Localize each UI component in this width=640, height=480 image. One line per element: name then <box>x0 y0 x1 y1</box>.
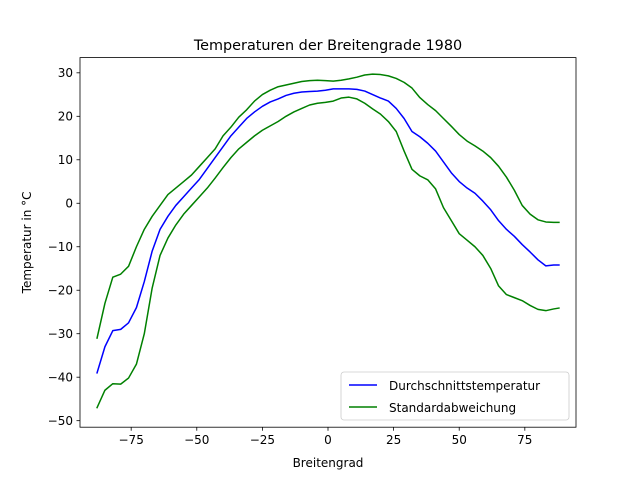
x-tick-label: −50 <box>184 433 209 447</box>
y-tick-label: −20 <box>48 284 73 298</box>
legend-box <box>340 371 570 421</box>
y-axis: 30 20 10 0 −10 −20 −30 −40 −50 <box>48 66 80 428</box>
y-tick-label: 10 <box>58 153 73 167</box>
legend-label-standardabweichung: Standardabweichung <box>389 401 516 415</box>
x-tick-label: 50 <box>452 433 467 447</box>
x-tick-label: 75 <box>517 433 532 447</box>
y-tick-label: 30 <box>58 66 73 80</box>
y-tick-label: 20 <box>58 110 73 124</box>
chart-title: Temperaturen der Breitengrade 1980 <box>193 38 462 54</box>
x-tick-label: −75 <box>119 433 144 447</box>
y-tick-label: −10 <box>48 240 73 254</box>
y-tick-label: −40 <box>48 370 73 384</box>
series-line-lower-standardabweichung <box>96 96 560 409</box>
series-line-upper-standardabweichung <box>96 73 560 339</box>
y-tick-label: 0 <box>65 197 73 211</box>
legend: Durchschnittstemperatur Standardabweichu… <box>340 371 570 421</box>
x-axis: −75 −50 −25 0 25 50 75 <box>119 427 532 447</box>
y-axis-label: Temperatur in °C <box>20 191 34 294</box>
y-tick-label: −30 <box>48 327 73 341</box>
legend-label-durchschnittstemperatur: Durchschnittstemperatur <box>389 379 540 393</box>
series-line-durchschnittstemperatur <box>96 88 560 374</box>
plot-area <box>96 73 560 409</box>
axes-frame <box>79 57 577 428</box>
x-tick-label: 25 <box>386 433 401 447</box>
y-tick-label: −50 <box>48 414 73 428</box>
x-tick-label: 0 <box>324 433 332 447</box>
x-tick-label: −25 <box>250 433 275 447</box>
x-axis-label: Breitengrad <box>293 456 364 470</box>
